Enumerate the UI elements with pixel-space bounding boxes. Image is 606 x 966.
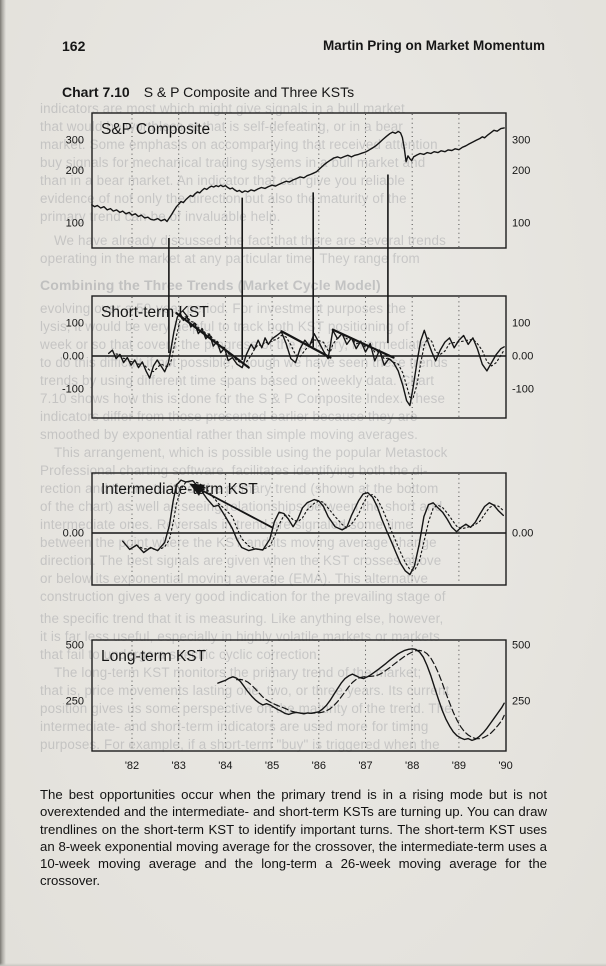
- bleedthrough-text: to do this difficult if not possible, th…: [40, 355, 448, 370]
- bleedthrough-text: of the chart) as well as seeing relation…: [40, 499, 443, 514]
- bleedthrough-text: We have already discussed the fact that …: [54, 233, 446, 248]
- bleedthrough-text: indicators are most which might give sig…: [40, 101, 405, 116]
- bleedthrough-text: rection and the maturity of the primary …: [40, 481, 439, 496]
- bleedthrough-text: intermediate ones. Reversals in trend ar…: [40, 517, 413, 532]
- bleedthrough-text: purposes. For example, if a short-term "…: [40, 737, 440, 752]
- bleedthrough-text: that fail to undergo a specific cyclic c…: [40, 647, 321, 662]
- bleedthrough-text: Professional charting software, facilita…: [40, 463, 428, 478]
- bleedthrough-text: operating in the market at any particula…: [40, 251, 420, 266]
- bleedthrough-text: The long-term KST monitors the primary t…: [54, 665, 422, 680]
- bleedthrough-text: buy signals for mechanical trading syste…: [40, 155, 426, 170]
- bleedthrough-text: between the point where the KST and its …: [40, 535, 437, 550]
- bleedthrough-text: trends by using different time spans bas…: [40, 373, 435, 388]
- page-bottom-edge-shadow: [0, 963, 606, 966]
- bleedthrough-text: 7.10 shows how this is done for the S & …: [40, 391, 446, 406]
- figure-caption: The best opportunities occur when the pr…: [40, 787, 547, 889]
- bleedthrough-text: market. Some emphasis on accompanying th…: [40, 137, 438, 152]
- bleedthrough-text: primary trend can be of invaluable help.: [40, 209, 281, 224]
- figure-label: Chart 7.10: [62, 84, 130, 100]
- bleedthrough-text: direction. The best signals are given wh…: [40, 553, 442, 568]
- bleedthrough-text: evidence of not only the direction but a…: [40, 191, 407, 206]
- bleedthrough-text: that is, price movements lasting one, tw…: [40, 683, 450, 698]
- bleedthrough-text: week or so that covers the progress of t…: [40, 337, 428, 352]
- bleedthrough-text: lysis, it would be very helpful to track…: [40, 319, 409, 334]
- bleedthrough-text: the specific trend that it is measuring.…: [40, 611, 444, 626]
- bleedthrough-text: indicators differ from those presented e…: [40, 409, 418, 424]
- bleedthrough-text: construction gives a very good indicatio…: [40, 589, 446, 604]
- figure-heading: Chart 7.10 S & P Composite and Three KSTs: [62, 84, 354, 100]
- bleedthrough-text: This arrangement, which is possible usin…: [54, 445, 448, 460]
- running-head: Martin Pring on Market Momentum: [322, 38, 545, 53]
- bleedthrough-text: that would be worthless at that is self-…: [40, 119, 404, 134]
- bleedthrough-text: position gives us some perspective on th…: [40, 701, 452, 716]
- figure-title: S & P Composite and Three KSTs: [143, 84, 355, 100]
- page-number: 162: [62, 38, 86, 54]
- bleedthrough-text: than in a bear market. An indicator that…: [40, 173, 406, 188]
- bleedthrough-text: intermediate- and short-term indicators …: [40, 719, 429, 734]
- bleedthrough-text: evolving over a 50-year period. For inve…: [40, 301, 407, 316]
- bleedthrough-text: smoothed by exponential rather than simp…: [40, 427, 419, 442]
- bleedthrough-text: it is far less useful, especially in hig…: [40, 629, 440, 644]
- page-left-edge-shadow: [0, 0, 6, 966]
- bleedthrough-text: Combining the Three Trends (Market Cycle…: [40, 277, 381, 293]
- bleedthrough-text: or below its exponential moving average …: [40, 571, 429, 586]
